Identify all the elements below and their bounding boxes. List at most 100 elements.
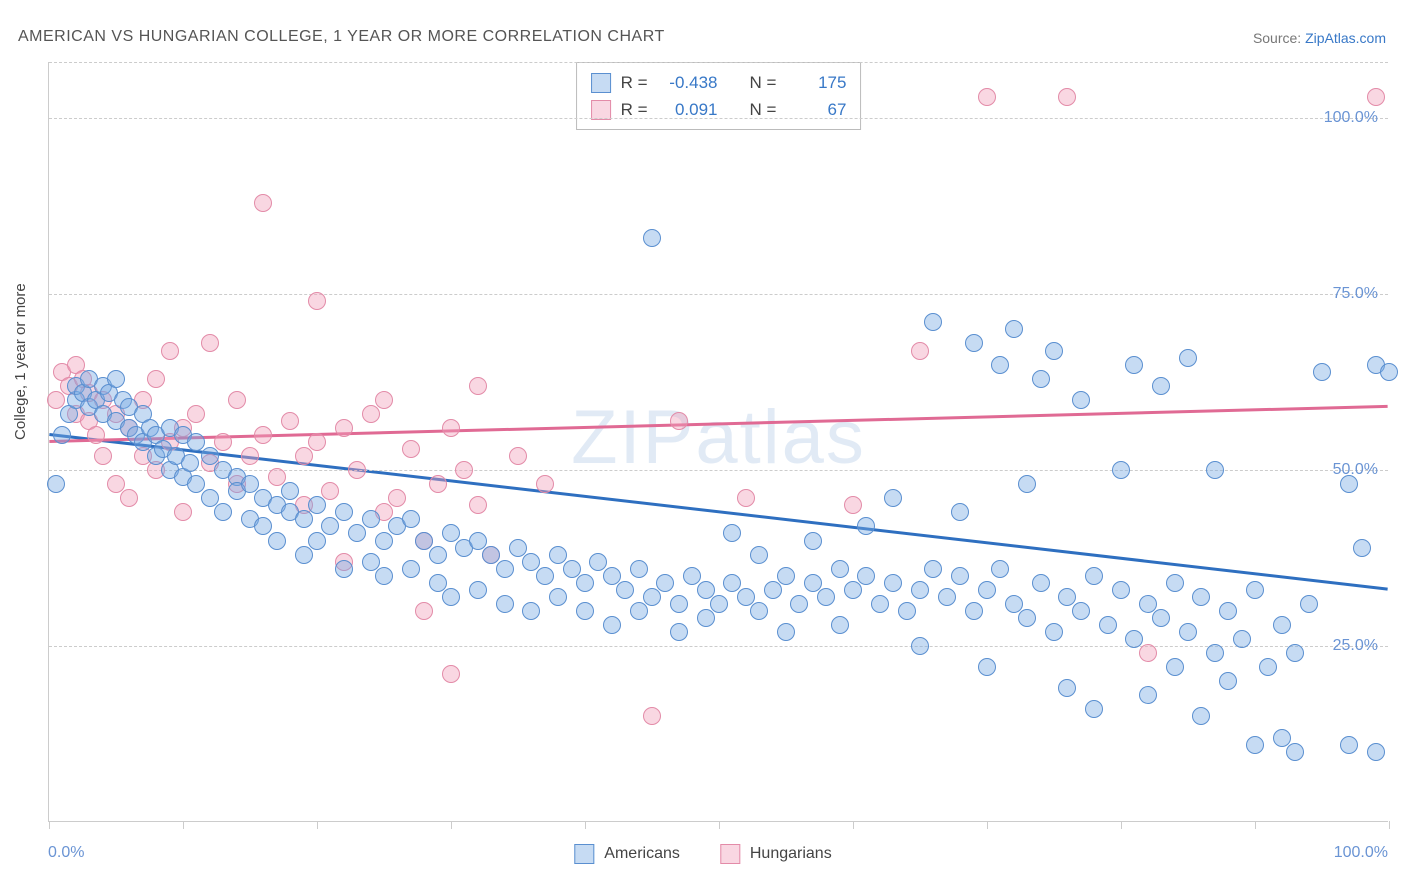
scatter-point xyxy=(375,567,393,585)
scatter-point xyxy=(844,496,862,514)
scatter-point xyxy=(1192,588,1210,606)
scatter-point xyxy=(549,588,567,606)
scatter-point xyxy=(1286,743,1304,761)
scatter-point xyxy=(1112,581,1130,599)
scatter-point xyxy=(603,616,621,634)
chart-title: AMERICAN VS HUNGARIAN COLLEGE, 1 YEAR OR… xyxy=(18,28,665,46)
scatter-point xyxy=(924,560,942,578)
scatter-point xyxy=(1032,370,1050,388)
n-value-hungarians: 67 xyxy=(786,96,846,123)
scatter-point xyxy=(710,595,728,613)
source-link[interactable]: ZipAtlas.com xyxy=(1305,30,1386,46)
scatter-point xyxy=(911,342,929,360)
correlation-legend: R = -0.438 N = 175 R = 0.091 N = 67 xyxy=(576,62,862,130)
scatter-point xyxy=(362,553,380,571)
scatter-point xyxy=(1219,602,1237,620)
scatter-point xyxy=(643,588,661,606)
n-value-americans: 175 xyxy=(786,69,846,96)
scatter-point xyxy=(764,581,782,599)
scatter-point xyxy=(965,334,983,352)
source-label: Source: xyxy=(1253,30,1305,46)
series-legend: Americans Hungarians xyxy=(574,844,831,864)
scatter-point xyxy=(442,419,460,437)
r-value-hungarians: 0.091 xyxy=(658,96,718,123)
scatter-point xyxy=(375,532,393,550)
scatter-point xyxy=(214,433,232,451)
n-label: N = xyxy=(750,69,777,96)
scatter-point xyxy=(1300,595,1318,613)
scatter-point xyxy=(938,588,956,606)
scatter-point xyxy=(415,602,433,620)
scatter-point xyxy=(1259,658,1277,676)
scatter-point xyxy=(241,475,259,493)
scatter-point xyxy=(402,560,420,578)
scatter-point xyxy=(228,391,246,409)
scatter-point xyxy=(831,560,849,578)
scatter-point xyxy=(1152,377,1170,395)
legend-swatch-americans xyxy=(574,844,594,864)
x-tick xyxy=(1121,821,1122,829)
scatter-point xyxy=(187,405,205,423)
scatter-point xyxy=(777,567,795,585)
scatter-point xyxy=(1018,609,1036,627)
scatter-point xyxy=(603,567,621,585)
scatter-point xyxy=(1340,475,1358,493)
grid-line xyxy=(49,646,1388,647)
x-tick xyxy=(1389,821,1390,829)
scatter-point xyxy=(643,229,661,247)
scatter-point xyxy=(522,553,540,571)
scatter-point xyxy=(241,447,259,465)
x-tick xyxy=(987,821,988,829)
scatter-point xyxy=(187,433,205,451)
scatter-point xyxy=(201,334,219,352)
scatter-point xyxy=(871,595,889,613)
x-tick xyxy=(853,821,854,829)
scatter-point xyxy=(697,609,715,627)
scatter-point xyxy=(1233,630,1251,648)
scatter-point xyxy=(509,447,527,465)
scatter-point xyxy=(670,623,688,641)
scatter-point xyxy=(911,637,929,655)
scatter-point xyxy=(362,510,380,528)
scatter-point xyxy=(1313,363,1331,381)
scatter-point xyxy=(415,532,433,550)
scatter-point xyxy=(496,560,514,578)
scatter-point xyxy=(1367,88,1385,106)
x-tick xyxy=(49,821,50,829)
scatter-point xyxy=(991,560,1009,578)
scatter-point xyxy=(1206,461,1224,479)
scatter-point xyxy=(697,581,715,599)
scatter-point xyxy=(87,426,105,444)
n-label: N = xyxy=(750,96,777,123)
scatter-point xyxy=(978,581,996,599)
r-label: R = xyxy=(621,69,648,96)
scatter-point xyxy=(308,292,326,310)
scatter-point xyxy=(281,412,299,430)
scatter-point xyxy=(1005,320,1023,338)
scatter-point xyxy=(1192,707,1210,725)
scatter-point xyxy=(47,475,65,493)
y-tick-label: 75.0% xyxy=(1333,285,1378,303)
scatter-point xyxy=(187,475,205,493)
scatter-point xyxy=(469,377,487,395)
scatter-point xyxy=(429,475,447,493)
scatter-point xyxy=(295,447,313,465)
scatter-point xyxy=(898,602,916,620)
scatter-point xyxy=(951,503,969,521)
scatter-point xyxy=(1179,349,1197,367)
y-tick-label: 25.0% xyxy=(1333,637,1378,655)
scatter-point xyxy=(804,574,822,592)
x-tick xyxy=(183,821,184,829)
scatter-point xyxy=(335,419,353,437)
scatter-point xyxy=(1139,644,1157,662)
scatter-point xyxy=(723,524,741,542)
scatter-point xyxy=(1099,616,1117,634)
scatter-point xyxy=(174,503,192,521)
scatter-point xyxy=(978,88,996,106)
scatter-point xyxy=(965,602,983,620)
scatter-point xyxy=(1246,581,1264,599)
y-axis-title: College, 1 year or more xyxy=(12,283,29,440)
x-tick xyxy=(585,821,586,829)
scatter-point xyxy=(1340,736,1358,754)
scatter-point xyxy=(201,489,219,507)
